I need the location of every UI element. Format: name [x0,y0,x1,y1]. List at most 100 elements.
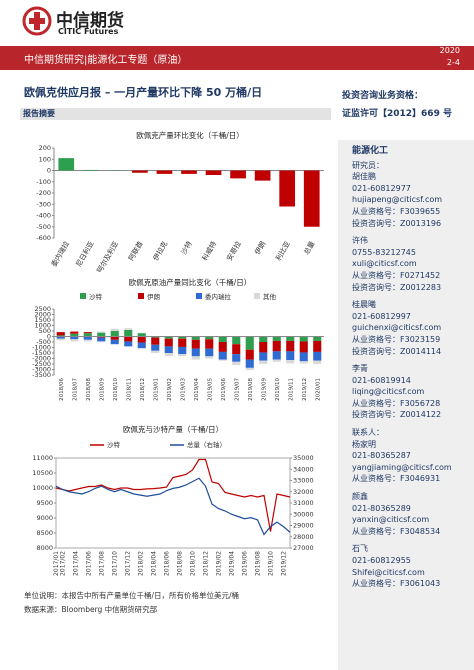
bar-segment [137,348,146,350]
y-tick-label: -600 [36,234,51,242]
sidebar: 能源化工 研究员： 胡佳鹏 021-60812977 hujiapeng@citics… [338,140,474,670]
bar-segment [286,340,295,352]
chart: 欧佩克产量环比变化（千桶/日） -600 -500 -400 -300 -200 -100 0… [36,130,324,272]
bar-segment [259,352,268,361]
bar-segment [245,359,254,368]
x-tick-label: 2017/02 [60,551,67,576]
bar-segment [124,328,133,330]
bar-segment [124,341,133,347]
legend-label: 沙特 [89,292,103,301]
bar-segment [218,351,227,360]
contact-line: 从业资格号：F3061043 [352,579,441,589]
contact-line: xuli@citicsf.com [352,259,417,269]
bar-segment [272,359,281,362]
y-tick-label: -500 [36,223,51,231]
x-tick-label: 2019/12 [302,378,308,401]
y-tick-label: 32000 [293,488,314,496]
contact-line: guichenxi@citicsf.com [352,323,442,333]
x-tick-label: 2017/01 [53,551,60,576]
y-tick-label: -300 [36,200,51,208]
contact-line: 从业资格号：F0271452 [352,270,441,280]
x-tick-label: 2017/04 [73,551,80,576]
legend-label: 其他 [263,292,277,301]
bar-segment [97,336,106,338]
y-tick-label: 11000 [32,454,53,462]
bar-segment [70,333,79,337]
bar-segment [151,337,160,345]
bar-segment [70,336,79,340]
contact-line: 胡佳鹏 [352,172,376,182]
bar-segment [124,329,133,337]
y-tick-label: 31000 [293,499,314,507]
legend-swatch [196,293,202,299]
x-tick-label: 2019/02 [216,551,223,576]
x-tick-label: 2018/04 [151,551,158,576]
bar-segment [272,336,281,341]
y-tick-label: -2000 [32,355,51,363]
x-tick-label: 2018/10 [190,551,197,576]
qualification-label: 投资咨询业务资格： [342,91,424,101]
x-tick-label: 2017/06 [86,551,93,576]
contact-line: liqing@citicsf.com [352,387,425,397]
contact-line: 从业资格号：F3039655 [352,206,441,216]
y-tick-label: -500 [36,338,51,346]
y-tick-label: -1500 [32,349,51,357]
bar-segment [124,336,133,342]
bar-segment [110,336,119,340]
bar-segment [286,336,295,341]
header-band [0,46,474,70]
logo-icon [22,6,52,36]
bar-segment [218,359,227,361]
contact-line: 从业资格号：F3056728 [352,398,441,408]
bar-segment [245,349,254,360]
bar-segment [110,328,119,331]
bar [58,158,75,171]
bar-segment [313,336,322,341]
y-tick-label: 29000 [293,522,314,530]
y-tick-label: 33000 [293,477,314,485]
bar [181,170,197,174]
x-tick-label: 2019/08 [255,551,262,576]
bar [279,170,296,207]
y-tick-label: 35000 [293,454,314,462]
y-tick-label: -400 [36,212,51,220]
x-tick-label: 2018/09 [99,378,105,401]
bar-segment [164,353,173,357]
x-tick-label: 阿联酋 [126,240,144,263]
x-tick-label: 沙特 [179,240,194,257]
contact-line: 021-80365289 [352,503,411,513]
bar-segment [286,360,295,364]
bar-segment [56,336,65,339]
contact-line: 李青 [352,364,368,374]
contact-group: 石飞 021-60812955 Shifei@citicsf.com 从业资格号：F3… [352,543,474,589]
bar-segment [83,333,92,337]
x-tick-label: 科威特 [200,240,218,263]
bar-segment [97,332,106,337]
contact-line: yanxin@citicsf.com [352,515,430,525]
bar-segment [178,354,187,357]
bar-segment [299,341,308,353]
y-tick-label: 0 [47,167,51,175]
legend-swatch [80,293,86,299]
y-tick-label: 1000 [34,322,51,330]
x-tick-label: 2017/08 [99,551,106,576]
bar-segment [299,352,308,362]
legend-label: 总量（右轴） [187,440,226,449]
contact-group: 联系人： 杨家明 021-80365287 yangjiaming@citicsf.c… [352,427,474,485]
bar-segment [83,332,92,334]
x-tick-label: 2018/12 [203,551,210,576]
contact-line: 021-60812977 [352,183,411,193]
contact-line: 投资咨询号：Z0012283 [352,282,442,292]
bar-segment [272,340,281,352]
x-tick-label: 尼日利亚 [74,240,96,269]
bar-segment [151,336,160,338]
y-tick-label: 9500 [36,499,53,507]
bar-segment [56,335,65,337]
chart: 欧佩克原油产量同比变化（千桶/日） 沙特 伊朗 委内瑞拉 其他 -3500-3000-25… [32,277,324,401]
y-tick-label: 9000 [36,514,53,522]
legend-label: 委内瑞拉 [205,292,232,301]
y-tick-label: 100 [39,155,51,163]
x-tick-label: 2019/04 [194,378,200,401]
x-tick-label: 2019/12 [281,551,288,576]
y-tick-label: 1500 [34,316,51,324]
